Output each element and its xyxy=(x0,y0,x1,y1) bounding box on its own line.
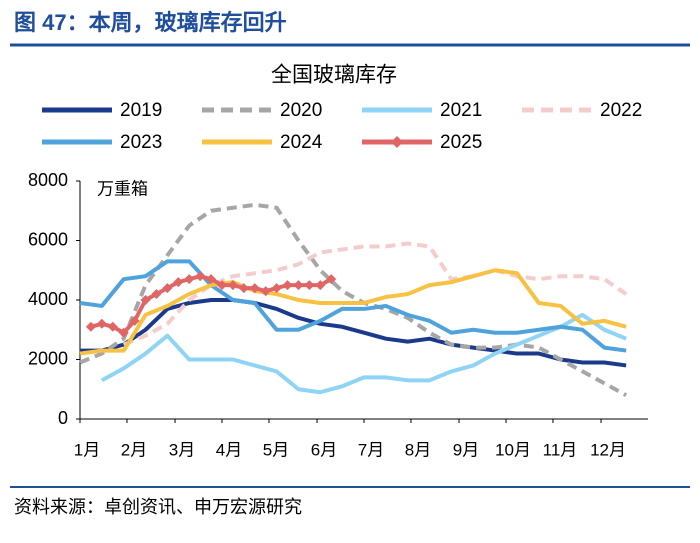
series-marker xyxy=(85,321,96,332)
y-unit: 万重箱 xyxy=(97,179,148,198)
series-line xyxy=(80,298,627,368)
series-marker xyxy=(271,283,282,294)
y-tick-label: 4000 xyxy=(28,289,68,309)
chart-title: 全国玻璃库存 xyxy=(271,64,397,87)
series-marker xyxy=(107,321,118,332)
x-tick-label: 2月 xyxy=(121,440,147,459)
series-marker xyxy=(151,289,162,300)
legend-label: 2019 xyxy=(120,100,162,121)
y-tick-label: 8000 xyxy=(28,170,68,190)
series-marker xyxy=(217,280,227,291)
x-tick-label: 12月 xyxy=(590,440,626,459)
series-marker xyxy=(118,327,129,338)
series-marker xyxy=(315,280,326,291)
series-marker xyxy=(249,283,260,294)
series-marker xyxy=(304,280,315,291)
series-marker xyxy=(173,277,184,288)
series-marker xyxy=(293,280,304,291)
x-tick-label: 11月 xyxy=(543,440,578,459)
legend-label: 2022 xyxy=(600,100,642,121)
legend-label: 2025 xyxy=(440,132,482,153)
x-tick-label: 7月 xyxy=(358,440,384,459)
source: 资料来源：卓创资讯、申万宏源研究 xyxy=(14,497,302,517)
series-line xyxy=(79,259,627,353)
series-marker xyxy=(238,283,249,294)
x-tick-label: 3月 xyxy=(169,440,195,459)
legend-label: 2023 xyxy=(120,132,162,153)
series-line xyxy=(100,312,627,395)
legend-label: 2021 xyxy=(440,100,482,121)
x-tick-label: 8月 xyxy=(405,440,431,459)
series-marker xyxy=(184,274,195,285)
series-marker xyxy=(227,280,238,291)
series-marker xyxy=(195,271,206,282)
series-marker xyxy=(326,274,337,285)
x-tick-label: 9月 xyxy=(453,440,479,459)
x-tick-label: 10月 xyxy=(495,440,531,459)
series-marker xyxy=(162,283,173,294)
y-tick-label: 6000 xyxy=(28,229,68,249)
y-tick-label: 0 xyxy=(58,408,68,428)
legend-label: 2024 xyxy=(280,132,323,153)
series-line xyxy=(79,268,627,356)
series-marker xyxy=(260,286,271,297)
series-line xyxy=(79,202,628,397)
x-tick-label: 4月 xyxy=(216,440,242,459)
y-tick-label: 2000 xyxy=(28,348,68,368)
legend-label: 2020 xyxy=(280,100,322,121)
x-tick-label: 6月 xyxy=(311,440,337,459)
series-marker xyxy=(140,295,151,305)
legend-marker xyxy=(391,136,403,148)
series-marker xyxy=(129,315,140,326)
x-tick-label: 5月 xyxy=(263,440,289,459)
header: 图 47：本周，玻璃库存回升 xyxy=(14,10,287,35)
x-tick-label: 1月 xyxy=(74,440,100,459)
series-marker xyxy=(96,318,107,329)
series-marker xyxy=(206,274,217,285)
series-marker xyxy=(282,280,293,291)
